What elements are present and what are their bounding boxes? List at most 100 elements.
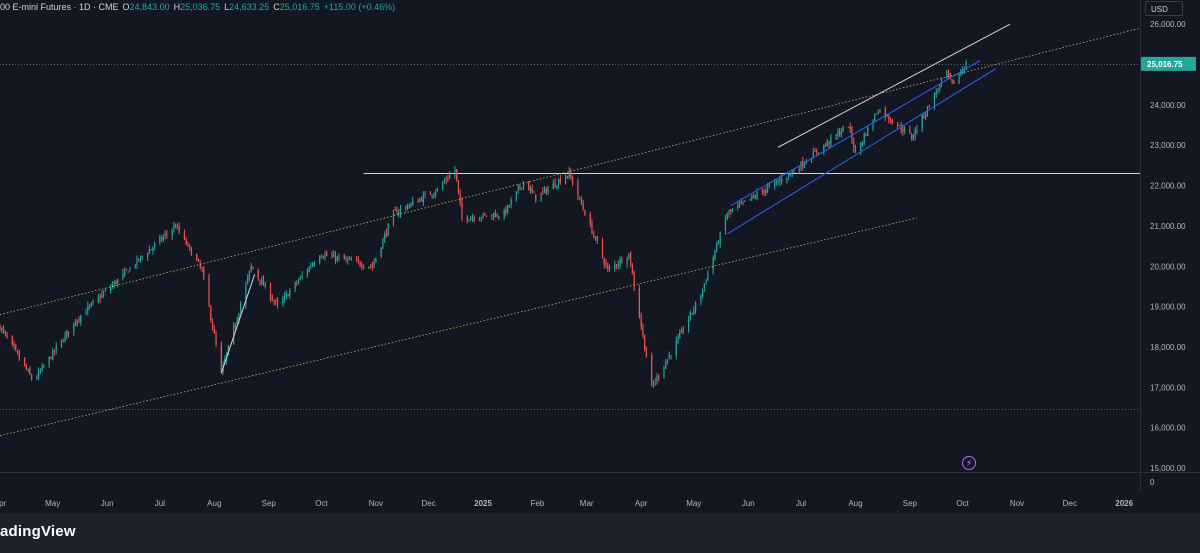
candle-body — [189, 245, 191, 248]
flash-icon[interactable]: ⚡ — [962, 456, 976, 470]
candle-body — [161, 237, 163, 240]
time-axis[interactable]: Apr May Jun Jul Aug Sep Oct Nov Dec 2025 Feb Mar Apr… — [0, 499, 1134, 508]
time-tick-label: Sep — [262, 499, 277, 508]
candle-body — [387, 223, 389, 236]
candle-body — [568, 170, 570, 178]
candle-body — [343, 255, 345, 260]
candles — [0, 59, 967, 388]
candle-body — [958, 74, 960, 84]
candle-body — [199, 263, 201, 267]
candle-body — [338, 256, 340, 258]
brand-logo-text: adingView — [0, 523, 76, 540]
candle-body — [900, 125, 902, 131]
candle-body — [408, 205, 410, 207]
currency-button[interactable]: USD — [1145, 1, 1183, 16]
candle-body — [417, 201, 419, 203]
candle-body — [826, 140, 828, 146]
candle-body — [914, 129, 916, 137]
candle-body — [774, 181, 776, 187]
trend-line-yellow — [0, 27, 1141, 316]
candle-body — [18, 354, 20, 359]
candle-body — [276, 300, 279, 305]
candle-body — [0, 325, 1, 330]
candle-body — [779, 179, 781, 182]
candle-body — [101, 294, 103, 298]
candle-body — [847, 127, 850, 129]
candle-body — [515, 191, 518, 201]
candle-body — [312, 263, 314, 267]
price-tick-label: 24,000.00 — [1150, 101, 1186, 110]
candle-body — [220, 345, 222, 372]
candle-body — [485, 215, 488, 217]
candle-body — [50, 357, 52, 359]
candle-body — [129, 267, 131, 272]
candle-body — [53, 350, 56, 352]
candle-body — [840, 132, 842, 134]
candle-body — [492, 215, 495, 218]
candle-body — [763, 189, 765, 193]
candle-body — [665, 362, 667, 369]
price-axis[interactable]: 15,000.00 16,000.00 17,000.00 18,000.00 19,0… — [1150, 20, 1186, 473]
candle-body — [471, 217, 474, 219]
candle-body — [183, 232, 186, 239]
candle-body — [285, 293, 287, 296]
candle-body — [668, 355, 670, 359]
candle-body — [886, 114, 888, 117]
candle-body — [373, 262, 375, 266]
candle-body — [234, 324, 236, 329]
candle-body — [124, 270, 126, 275]
candle-body — [965, 62, 967, 70]
candle-body — [240, 304, 242, 313]
candle-body — [593, 233, 595, 236]
time-tick-label: Oct — [315, 499, 328, 508]
candle-body — [127, 271, 129, 273]
time-tick-label: Aug — [207, 499, 221, 508]
candle-body — [666, 359, 669, 364]
trend-line-blue — [730, 60, 981, 207]
candle-body — [320, 255, 323, 258]
candle-body — [896, 124, 899, 127]
candle-body — [874, 114, 876, 121]
candle-body — [946, 71, 948, 78]
candle-body — [543, 188, 546, 191]
candle-body — [839, 131, 841, 135]
candle-body — [111, 284, 114, 288]
candle-body — [835, 134, 837, 137]
time-tick-label: 2025 — [474, 499, 492, 508]
candle-body — [842, 126, 844, 131]
candle-body — [113, 281, 115, 287]
candle-body — [580, 198, 583, 205]
candle-body — [148, 249, 150, 254]
price-tick-label: 17,000.00 — [1150, 383, 1186, 392]
candle-body — [73, 322, 75, 333]
candle-body — [424, 193, 426, 195]
candle-body — [23, 357, 26, 366]
candle-body — [31, 375, 33, 379]
candle-body — [294, 282, 296, 290]
candle-body — [542, 191, 544, 192]
candle-body — [248, 270, 251, 279]
candle-body — [396, 210, 398, 215]
candle-body — [521, 187, 523, 189]
candle-body — [607, 265, 609, 269]
candle-body — [898, 124, 900, 126]
time-tick-label: Apr — [0, 499, 7, 508]
price-tick-label: 18,000.00 — [1150, 343, 1186, 352]
candle-body — [436, 188, 438, 191]
candle-body — [817, 152, 820, 154]
trend-line-white — [777, 23, 1011, 148]
price-tick-label: 23,000.00 — [1150, 141, 1186, 150]
candle-body — [767, 186, 769, 192]
candle-body — [41, 365, 43, 371]
candle-body — [707, 272, 709, 281]
candle-body — [675, 340, 677, 356]
candle-body — [210, 305, 212, 320]
trend-lines[interactable] — [0, 23, 1141, 437]
candle-body — [640, 315, 642, 327]
candle-body — [78, 319, 80, 321]
candle-body — [714, 251, 716, 259]
candle-body — [865, 133, 867, 136]
candle-body — [742, 201, 744, 203]
candle-body — [904, 129, 906, 132]
price-chart[interactable]: 15,000.00 16,000.00 17,000.00 18,000.00 19,0… — [0, 0, 1200, 513]
